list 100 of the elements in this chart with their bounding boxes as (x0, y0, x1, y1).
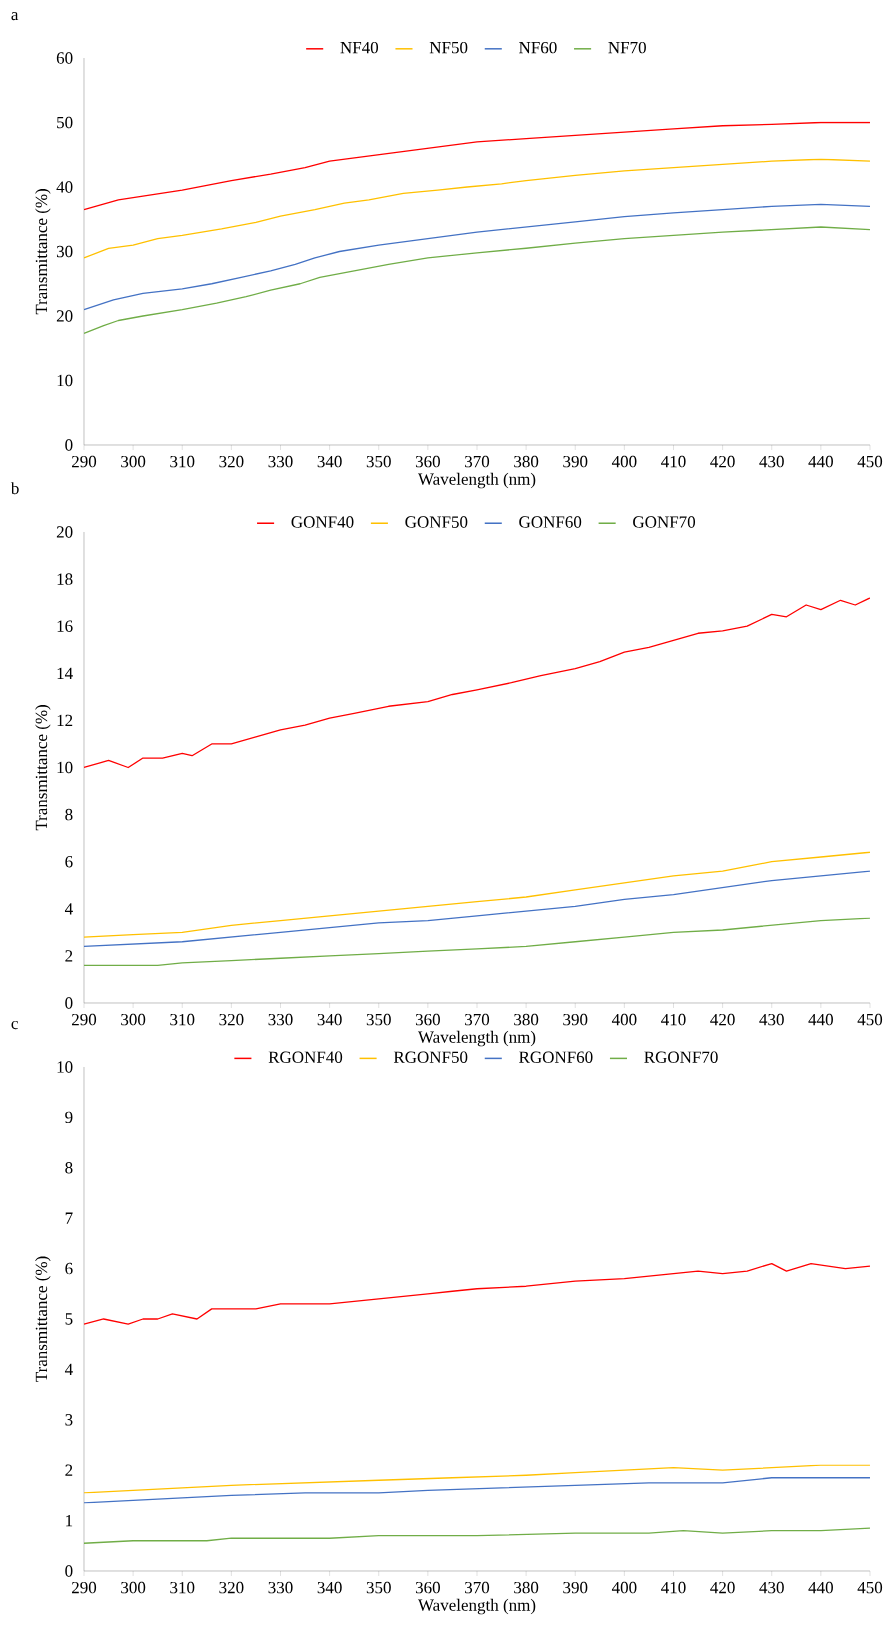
x-axis-title: Wavelength (nm) (417, 472, 536, 489)
y-tick-label: 2 (65, 950, 73, 962)
x-tick-label: 390 (563, 1581, 588, 1594)
y-tick-label: 60 (56, 52, 73, 64)
x-tick-label: 300 (121, 455, 146, 468)
y-axis-title: Transmittance (%) (35, 705, 51, 831)
x-tick-label: 430 (759, 1581, 784, 1594)
legend-label: NF70 (608, 41, 646, 54)
x-tick-label: 330 (268, 1581, 293, 1594)
line-series (84, 1527, 870, 1544)
legend-label: RGONF60 (519, 1051, 593, 1063)
x-tick-label: 350 (366, 1581, 391, 1594)
x-tick-label: 330 (268, 1013, 293, 1026)
x-tick-label: 290 (72, 1013, 97, 1026)
y-tick-label: 10 (57, 1061, 73, 1073)
x-tick-label: 450 (857, 455, 883, 468)
x-tick-label: 440 (808, 455, 833, 468)
legend-label: NF40 (340, 41, 379, 54)
y-axis-title: Transmittance (%) (35, 1256, 51, 1382)
x-tick-label: 450 (857, 1013, 883, 1026)
x-tick-label: 420 (710, 1013, 735, 1026)
x-tick-label: 360 (415, 1013, 440, 1026)
x-tick-label: 440 (808, 1581, 833, 1594)
y-tick-label: 16 (57, 620, 73, 632)
y-axis-title: Transmittance (%) (35, 189, 51, 315)
y-tick-label: 8 (65, 1162, 73, 1174)
y-tick-label: 8 (65, 808, 73, 821)
y-tick-label: 6 (65, 1262, 73, 1275)
line-series (84, 597, 870, 769)
x-tick-label: 310 (170, 455, 195, 468)
y-tick-label: 10 (57, 374, 73, 387)
y-tick-label: 7 (65, 1212, 73, 1224)
x-tick-label: 370 (465, 455, 490, 468)
y-tick-label: 6 (65, 855, 73, 868)
x-tick-label: 360 (415, 455, 440, 468)
x-tick-label: 320 (219, 1013, 244, 1026)
legend-label: GONF60 (519, 516, 582, 528)
x-axis-title: Wavelength (nm) (417, 1030, 536, 1047)
y-tick-label: 40 (56, 181, 73, 193)
y-tick-label: 18 (57, 573, 73, 585)
y-tick-label: 4 (64, 903, 73, 915)
legend-label: GONF50 (405, 516, 468, 528)
x-tick-label: 300 (121, 1013, 146, 1026)
x-tick-label: 390 (563, 1013, 588, 1026)
y-tick-label: 50 (57, 116, 73, 129)
legend-label: RGONF40 (268, 1051, 343, 1063)
chart-title: a (11, 11, 19, 21)
x-tick-label: 430 (759, 1013, 784, 1026)
y-tick-label: 5 (65, 1313, 73, 1325)
y-tick-label: 20 (56, 526, 73, 538)
x-tick-label: 360 (415, 1581, 440, 1594)
x-tick-label: 330 (268, 455, 293, 468)
chart-title: b (10, 482, 19, 495)
x-tick-label: 380 (514, 1013, 539, 1026)
y-tick-label: 3 (65, 1414, 73, 1426)
y-tick-label: 9 (65, 1111, 73, 1124)
line-series (84, 158, 870, 259)
y-tick-label: 20 (56, 310, 73, 322)
x-tick-label: 420 (710, 1581, 735, 1594)
legend-label: RGONF70 (644, 1051, 718, 1063)
x-tick-label: 370 (465, 1581, 490, 1594)
x-tick-label: 400 (611, 1581, 637, 1594)
x-tick-label: 320 (219, 455, 244, 468)
legend-label: GONF40 (291, 516, 354, 528)
chart-title: c (11, 1020, 18, 1030)
x-tick-label: 310 (170, 1013, 195, 1026)
x-tick-label: 410 (661, 1013, 686, 1026)
legend-label: RGONF50 (393, 1051, 468, 1063)
x-tick-label: 420 (710, 455, 735, 468)
y-tick-label: 0 (65, 1565, 73, 1577)
x-tick-label: 400 (611, 455, 637, 468)
y-tick-label: 14 (57, 667, 73, 679)
x-tick-label: 320 (219, 1581, 244, 1594)
x-tick-label: 390 (563, 455, 588, 468)
x-tick-label: 450 (857, 1581, 883, 1594)
x-tick-label: 290 (72, 1581, 97, 1594)
x-tick-label: 440 (808, 1013, 833, 1026)
x-tick-label: 380 (514, 455, 539, 468)
x-tick-label: 370 (465, 1013, 490, 1026)
x-tick-label: 310 (170, 1581, 195, 1594)
x-tick-label: 290 (72, 455, 97, 468)
x-tick-label: 430 (759, 455, 784, 468)
y-tick-label: 10 (57, 761, 73, 774)
legend-label: NF60 (519, 41, 557, 54)
x-tick-label: 350 (366, 455, 391, 468)
x-tick-label: 340 (317, 1581, 342, 1594)
x-tick-label: 380 (514, 1581, 539, 1594)
legend-label: GONF70 (633, 516, 696, 528)
y-tick-label: 30 (56, 245, 73, 258)
x-tick-label: 400 (611, 1013, 637, 1026)
x-tick-label: 340 (317, 1013, 342, 1026)
x-tick-label: 410 (661, 455, 686, 468)
x-axis-title: Wavelength (nm) (417, 1598, 536, 1615)
y-tick-label: 0 (65, 439, 73, 451)
y-tick-label: 12 (57, 714, 73, 727)
x-tick-label: 300 (121, 1581, 146, 1594)
x-tick-label: 340 (317, 455, 342, 468)
y-tick-label: 0 (65, 997, 73, 1009)
x-tick-label: 350 (366, 1013, 391, 1026)
y-tick-label: 4 (64, 1363, 73, 1375)
